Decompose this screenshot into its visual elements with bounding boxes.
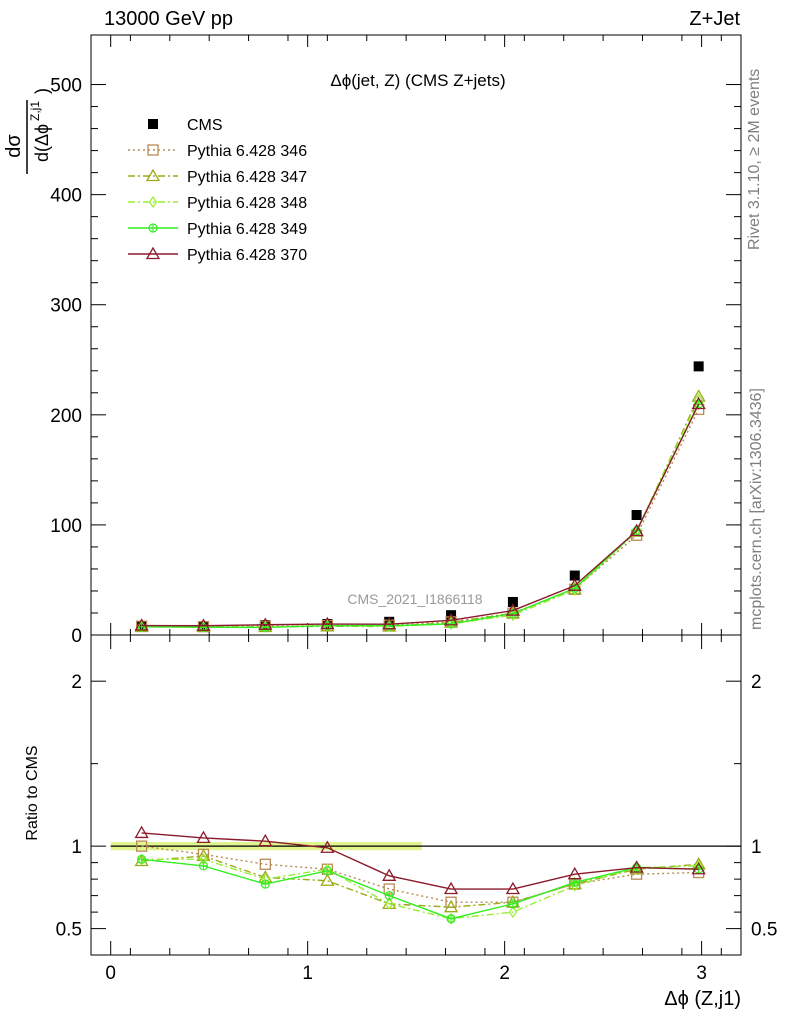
data-point [567, 578, 582, 591]
y-tick-label: 1 [71, 837, 82, 858]
y-tick-label: 2 [71, 672, 82, 693]
ratio-y-axis-label: Ratio to CMS [24, 745, 41, 840]
data-point [631, 510, 642, 520]
data-point [137, 853, 146, 866]
data-point [508, 906, 518, 919]
data-point [196, 618, 211, 631]
ratio-series [134, 825, 706, 895]
main-y-axis-label: dσ d(Δϕ Z,j1) [3, 88, 52, 174]
data-point [382, 868, 397, 881]
data-point [443, 899, 459, 913]
ratio-x-axis: 0 1 2 3 [105, 635, 722, 984]
y-tick-label-right: 0.5 [751, 920, 777, 941]
data-point [629, 860, 644, 873]
data-point [382, 616, 397, 630]
chart-title: Δϕ(jet, Z) (CMS Z+jets) [330, 71, 505, 90]
ratio-y-axis: 0.5 0.5 1 1 2 2 [56, 672, 778, 940]
data-point [320, 616, 335, 630]
data-point [443, 881, 459, 895]
series-line [141, 403, 700, 627]
data-point [147, 144, 159, 156]
data-point [134, 618, 149, 631]
data-point [507, 596, 518, 607]
data-point [567, 866, 582, 880]
energy-label: 13000 GeV pp [104, 8, 233, 30]
y-tick-label: 0 [71, 626, 82, 647]
x-axis-label: Δϕ (Z,j1) [664, 988, 741, 1010]
y-tick-label: 300 [50, 296, 82, 317]
main-series [134, 396, 706, 631]
legend-label: Pythia 6.428 347 [187, 169, 307, 186]
y-label-superscript: Z,j1 [28, 101, 42, 121]
data-point [629, 523, 644, 537]
data-point [259, 858, 271, 870]
series-line [141, 858, 699, 920]
ratio-series [137, 853, 703, 925]
data-point [258, 617, 273, 630]
y-tick-label: 400 [50, 186, 82, 207]
data-point [320, 873, 335, 886]
data-point [145, 168, 161, 182]
legend-label: Pythia 6.428 346 [187, 143, 307, 160]
y-tick-label: 0.5 [56, 920, 82, 941]
ratio-series [135, 840, 705, 908]
y-label-paren: ) [32, 88, 52, 94]
data-point [196, 848, 211, 862]
legend-label: Pythia 6.428 370 [187, 247, 307, 264]
x-tick-label: 1 [302, 963, 313, 984]
data-point [145, 246, 161, 260]
series-line [141, 403, 700, 629]
ratio-series [134, 848, 706, 913]
data-point [691, 861, 706, 875]
data-point [384, 897, 394, 910]
data-point [446, 912, 456, 925]
y-label-denominator: d(Δϕ [32, 124, 52, 162]
series-line [141, 855, 699, 908]
data-point [446, 617, 456, 630]
data-point [134, 825, 149, 839]
y-tick-label: 200 [50, 406, 82, 427]
y-tick-label-right: 1 [751, 837, 762, 858]
series-line [141, 858, 699, 920]
process-label: Z+Jet [689, 8, 740, 30]
data-point [693, 361, 704, 372]
x-tick-label: 2 [499, 963, 510, 984]
main-y-axis: 0 100 200 300 400 500 [50, 35, 741, 647]
y-tick-label: 100 [50, 516, 82, 537]
y-tick-label-right: 2 [751, 672, 762, 693]
data-point [691, 396, 706, 410]
data-point [320, 840, 335, 853]
legend-label: CMS [187, 117, 223, 134]
data-point [505, 603, 521, 616]
data-point [148, 195, 158, 209]
data-point [505, 881, 521, 895]
ratio-plot-frame [90, 634, 742, 956]
legend-label: Pythia 6.428 348 [187, 195, 307, 212]
series-line [141, 832, 699, 890]
analysis-watermark: CMS_2021_I1866118 [347, 591, 482, 607]
x-tick-label: 3 [696, 963, 707, 984]
y-tick-label: 500 [50, 76, 82, 97]
data-point [569, 570, 580, 581]
data-point [258, 833, 273, 847]
data-point [570, 879, 579, 892]
data-point [443, 613, 459, 626]
data-point [196, 830, 211, 844]
data-point [135, 840, 148, 852]
data-point [148, 119, 158, 129]
legend: CMS Pythia 6.428 346 Pythia 6.428 347 Pythi… [128, 117, 307, 264]
x-tick-label: 0 [105, 963, 116, 984]
y-label-numerator: dσ [3, 134, 25, 158]
legend-label: Pythia 6.428 349 [187, 221, 307, 238]
